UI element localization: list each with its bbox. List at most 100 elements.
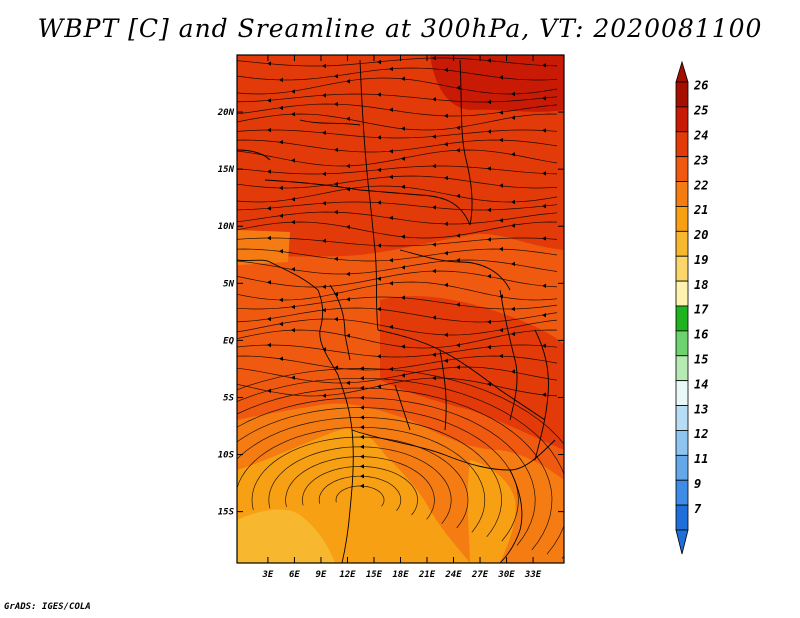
- streamline-arrow: [291, 158, 295, 163]
- streamline-arrow: [291, 197, 295, 202]
- streamline-arrow: [511, 115, 515, 120]
- x-tick-label: 6E: [289, 570, 300, 580]
- streamline-arrow: [360, 483, 364, 489]
- streamline-arrow: [360, 395, 364, 400]
- x-tick-label: 9E: [316, 570, 327, 580]
- streamline: [237, 103, 558, 117]
- streamline: [237, 366, 558, 384]
- streamline: [237, 248, 558, 262]
- colorbar-swatch: [675, 305, 689, 332]
- streamline: [237, 355, 558, 371]
- streamline-arrow: [377, 243, 381, 248]
- streamline-arrow: [432, 163, 436, 169]
- streamline-arrow: [334, 209, 338, 215]
- streamline-arrow: [444, 142, 448, 147]
- streamline: [237, 113, 558, 131]
- streamline: [237, 221, 558, 239]
- streamline-arrow: [456, 125, 460, 130]
- streamline-arrow: [322, 238, 326, 244]
- streamline-arrow: [322, 93, 326, 98]
- streamline-arrow: [267, 342, 271, 348]
- streamline-arrow: [542, 171, 546, 176]
- colorbar-swatch: [675, 430, 689, 456]
- streamline-arrow: [487, 58, 491, 63]
- streamline: [237, 67, 558, 81]
- streamline-arrow: [499, 110, 503, 115]
- colorbar-swatch: [675, 454, 689, 481]
- x-tick-label: 12E: [339, 570, 356, 580]
- y-axis: 20N 15N 10N 5N EQ 5S 10S 15S: [217, 108, 564, 518]
- streamline-arrow: [377, 200, 381, 205]
- streamline-arrow: [279, 356, 283, 361]
- streamline-arrow: [291, 89, 295, 94]
- streamline-arrow: [267, 206, 271, 211]
- field-region-22-west: [237, 230, 290, 265]
- streamline-arrow: [279, 185, 283, 191]
- colorbar-label: 23: [693, 153, 708, 167]
- colorbar-swatch: [675, 156, 689, 182]
- streamline: [268, 446, 452, 524]
- streamline-arrow: [542, 63, 546, 68]
- streamline-arrow: [487, 381, 491, 387]
- streamline-arrow: [432, 205, 436, 210]
- colorbar-swatch: [675, 405, 689, 431]
- field-region-24b: [380, 296, 564, 450]
- streamline-arrow: [401, 265, 405, 270]
- streamline-arrow: [377, 92, 381, 97]
- x-tick-label: 33E: [524, 570, 542, 580]
- streamline-arrow: [487, 129, 491, 134]
- streamline-arrow: [279, 213, 283, 219]
- streamline-arrow: [499, 327, 503, 333]
- streamline-arrow: [456, 302, 460, 307]
- x-tick-label: 24E: [444, 570, 462, 580]
- streamline-arrow: [377, 384, 381, 389]
- streamline-arrow: [267, 98, 271, 103]
- streamline-arrow: [291, 304, 295, 310]
- colorbar-top-arrow: [675, 60, 689, 83]
- streamline-arrow: [322, 171, 326, 177]
- colorbar-swatch: [675, 255, 689, 282]
- streamline-arrow: [279, 297, 283, 303]
- streamline-arrow: [542, 96, 546, 101]
- streamline-arrow: [389, 174, 393, 180]
- streamline-arrow: [511, 91, 515, 97]
- streamline-arrow: [334, 316, 338, 322]
- streamline-arrow: [322, 201, 326, 206]
- colorbar-label: 21: [693, 203, 708, 217]
- x-axis: 3E 6E 9E 12E 15E 18E 21E 24E 27E 30E 33E: [262, 55, 542, 580]
- streamline-arrow: [511, 369, 515, 374]
- y-tick-label: EQ: [223, 336, 234, 346]
- field-region-20: [237, 509, 335, 563]
- streamline-arrow: [432, 242, 436, 247]
- x-tick-label: 27E: [471, 570, 489, 580]
- streamline-arrow: [444, 332, 448, 338]
- streamline: [285, 456, 435, 520]
- streamline: [237, 426, 486, 533]
- streamline-arrow: [389, 324, 393, 330]
- streamline-arrow: [360, 425, 364, 430]
- streamline: [237, 329, 558, 349]
- streamline-arrow: [322, 347, 326, 352]
- streamline: [237, 307, 558, 323]
- colorbar-swatch: [675, 504, 689, 531]
- streamline-arrow: [334, 291, 338, 297]
- streamline-arrow: [432, 97, 436, 102]
- colorbar-label: 24: [693, 129, 708, 143]
- streamline: [237, 344, 558, 358]
- colorbar-swatch: [675, 81, 689, 108]
- streamline: [237, 368, 564, 559]
- streamline-arrow: [346, 297, 350, 302]
- streamline-arrow: [401, 156, 405, 161]
- streamline-arrow: [291, 219, 295, 225]
- streamline-arrow: [487, 319, 491, 325]
- streamline-arrow: [360, 376, 364, 381]
- streamline-arrow: [279, 321, 283, 327]
- colorbar-label: 26: [693, 79, 708, 93]
- streamline: [237, 129, 558, 139]
- colorbar-label: 12: [694, 427, 708, 441]
- colorbar-swatch: [675, 131, 689, 158]
- streamline-arrow: [360, 444, 364, 449]
- streamline-arrow: [432, 268, 436, 274]
- streamline-arrow: [444, 175, 448, 181]
- streamline-arrow: [322, 393, 326, 398]
